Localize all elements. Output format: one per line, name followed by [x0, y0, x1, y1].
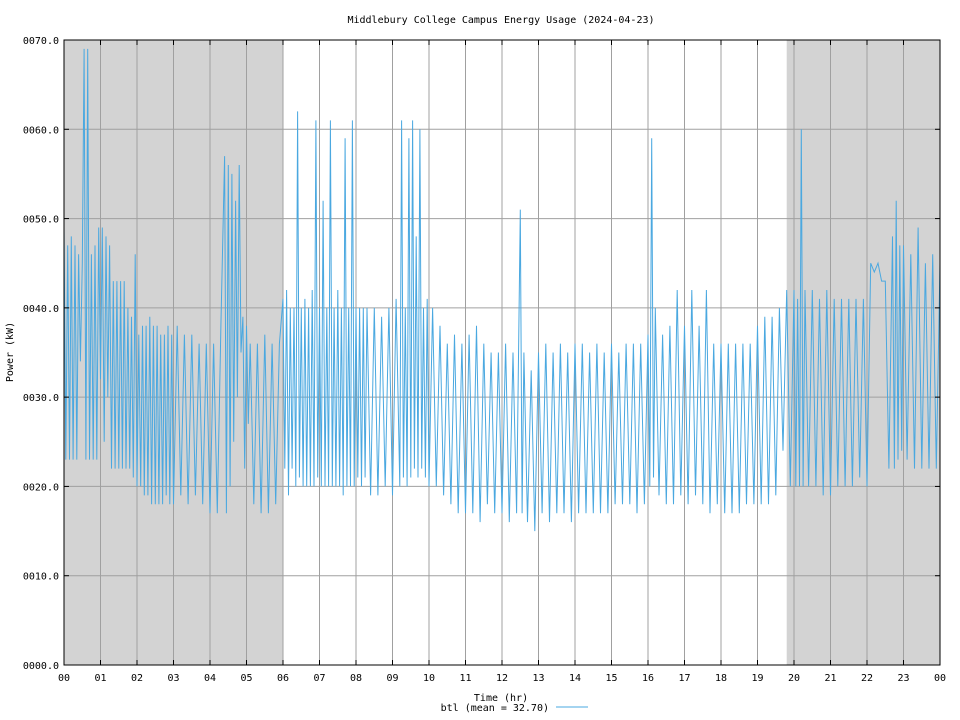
x-tick-label: 20 — [788, 673, 800, 684]
x-axis-ticks: 00 01 02 03 04 05 06 07 08 09 10 11 12 13 14 15 16 17 18 19… — [58, 40, 946, 684]
chart-title: Middlebury College Campus Energy Usage (… — [347, 15, 654, 26]
x-tick-label: 17 — [678, 673, 690, 684]
y-tick-label: 0010.0 — [23, 572, 59, 583]
y-tick-label: 0040.0 — [23, 304, 59, 315]
y-axis-label: Power (kW) — [5, 322, 16, 382]
x-tick-label: 11 — [459, 673, 471, 684]
legend: btl (mean = 32.70) — [441, 703, 588, 714]
x-tick-label: 00 — [58, 673, 70, 684]
x-tick-label: 23 — [897, 673, 909, 684]
x-tick-label: 13 — [532, 673, 544, 684]
y-tick-label: 0070.0 — [23, 36, 59, 47]
x-tick-label: 14 — [569, 673, 581, 684]
x-tick-label: 04 — [204, 673, 216, 684]
legend-label: btl (mean = 32.70) — [441, 703, 549, 714]
x-tick-label: 05 — [240, 673, 252, 684]
x-tick-label: 15 — [605, 673, 617, 684]
x-tick-label: 03 — [167, 673, 179, 684]
series-btl — [63, 48, 941, 532]
x-tick-label: 12 — [496, 673, 508, 684]
x-tick-label: 02 — [131, 673, 143, 684]
x-tick-label: 07 — [313, 673, 325, 684]
y-tick-label: 0030.0 — [23, 393, 59, 404]
x-tick-label: 19 — [751, 673, 763, 684]
x-tick-label: 08 — [350, 673, 362, 684]
y-tick-label: 0020.0 — [23, 482, 59, 493]
x-tick-label: 18 — [715, 673, 727, 684]
y-tick-label: 0050.0 — [23, 215, 59, 226]
series-line-btl — [63, 48, 941, 532]
y-tick-label: 0060.0 — [23, 125, 59, 136]
x-tick-label: 01 — [94, 673, 106, 684]
x-tick-label: 21 — [824, 673, 836, 684]
x-tick-label: 09 — [386, 673, 398, 684]
x-tick-label: 00 — [934, 673, 946, 684]
x-tick-label: 16 — [642, 673, 654, 684]
x-tick-label: 06 — [277, 673, 289, 684]
y-axis-ticks: 0000.0 0010.0 0020.0 0030.0 0040.0 0050.0 0060… — [23, 36, 940, 672]
x-tick-label: 10 — [423, 673, 435, 684]
x-tick-label: 22 — [861, 673, 873, 684]
shaded-interval-1 — [786, 40, 940, 665]
y-tick-label: 0000.0 — [23, 661, 59, 672]
x-axis-label: Time (hr) — [474, 693, 528, 704]
